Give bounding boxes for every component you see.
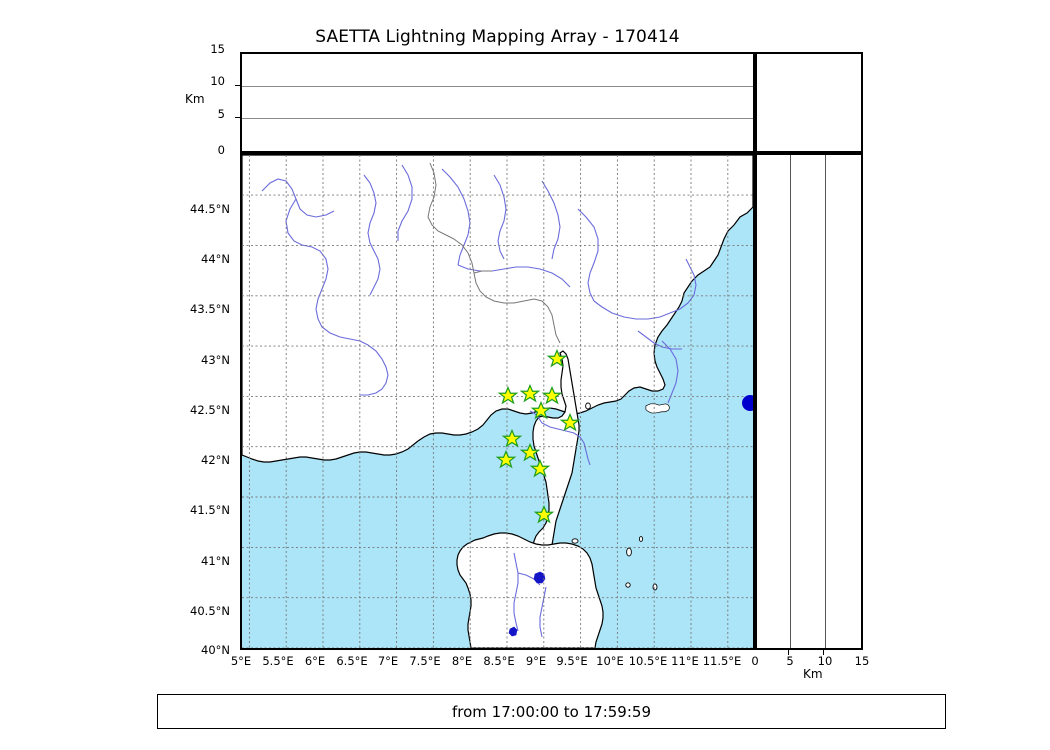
lma-station-markers (495, 348, 581, 524)
map-lat-tick-42: 42°N (201, 453, 230, 467)
top-panel-tickmark-5 (235, 117, 240, 118)
station-star (497, 385, 519, 405)
source-point (742, 395, 753, 411)
map-lat-tick-43.5: 43.5°N (190, 302, 230, 316)
time-range-text: from 17:00:00 to 17:59:59 (451, 702, 651, 721)
map-lat-tick-40.5: 40.5°N (190, 604, 230, 618)
right-panel-tickmark-10 (823, 650, 824, 655)
river-rhone (285, 198, 361, 342)
right-panel-tickmark-5 (788, 650, 789, 655)
map-lat-tick-42.5: 42.5°N (190, 403, 230, 417)
island-pianosa (625, 582, 631, 588)
border-branch-1 (473, 270, 492, 274)
top-panel-ytick-10: 10 (210, 74, 225, 88)
island-elba (645, 403, 671, 414)
map-lon-tick-5.5: 5.5°E (262, 654, 294, 668)
river-ticino (493, 174, 507, 260)
station-star (546, 348, 568, 368)
river-durance (359, 340, 389, 396)
right-height-panel (755, 153, 863, 650)
river-coghinas-sardinia (539, 586, 547, 638)
map-lat-tick-44: 44°N (201, 252, 230, 266)
top-panel-gridline-10 (242, 86, 753, 87)
map-lon-tick-7.5: 7.5°E (409, 654, 441, 668)
station-star (495, 449, 517, 469)
river-golo-corsica (541, 422, 591, 466)
map-lon-tick-8.5: 8.5°E (483, 654, 515, 668)
top-panel-ytick-5: 5 (217, 107, 225, 121)
map-lon-tick-10: 10°E (596, 654, 624, 668)
map-lon-tick-7: 7°E (377, 654, 399, 668)
map-lon-tick-8: 8°E (451, 654, 473, 668)
map-panel[interactable] (240, 153, 755, 650)
top-height-panel (240, 52, 755, 153)
top-panel-ytick-0: 0 (217, 143, 225, 157)
map-lon-tick-10.5: 10.5°E (628, 654, 668, 668)
river-po-upper (441, 168, 471, 266)
source-markers (742, 395, 753, 411)
station-star (541, 385, 563, 405)
map-lon-tick-6.5: 6.5°E (336, 654, 368, 668)
right-panel-xtick-10: 10 (817, 654, 833, 668)
map-lat-tick-41.5: 41.5°N (190, 503, 230, 517)
map-lat-tick-40: 40°N (201, 643, 230, 657)
island-capraia (626, 547, 632, 557)
station-star (519, 442, 541, 462)
river-saone (397, 164, 413, 241)
island-gorgona (638, 536, 644, 542)
top-panel-tickmark-10 (235, 85, 240, 86)
top-panel-ytick-15: 15 (210, 42, 225, 56)
island-montecristo (652, 583, 658, 591)
station-star (530, 400, 552, 420)
border-france-italy (427, 162, 561, 344)
river-arno-upper (577, 208, 599, 302)
right-panel-xtick-0: 0 (751, 654, 759, 668)
top-panel-gridline-5 (242, 118, 753, 119)
right-panel-axis-label: Km (803, 667, 823, 681)
map-lon-tick-11.5: 11.5°E (702, 654, 742, 668)
island-maddalena (571, 538, 579, 544)
river-tributary-e (637, 330, 682, 350)
page-title: SAETTA Lightning Mapping Array - 170414 (315, 27, 680, 47)
island-small-east-corsica (585, 402, 591, 410)
right-panel-gridline-5 (790, 155, 791, 648)
landmass-sardinia (456, 532, 604, 648)
right-panel-xtick-15: 15 (854, 654, 870, 668)
map-lon-tick-5: 5°E (230, 654, 252, 668)
map-lat-tick-41: 41°N (201, 554, 230, 568)
right-panel-xtick-5: 5 (786, 654, 794, 668)
map-lon-tick-9: 9°E (525, 654, 547, 668)
borders-layer (427, 162, 561, 344)
rivers-layer (261, 164, 697, 638)
river-arno (593, 300, 671, 320)
map-gridlines (242, 155, 753, 648)
lake-omodeo (533, 571, 546, 584)
river-tirso-sardinia (513, 552, 519, 632)
time-range-box: from 17:00:00 to 17:59:59 (157, 694, 946, 729)
map-svg (242, 155, 753, 648)
station-star (519, 383, 541, 403)
river-adige-tributary (541, 180, 561, 260)
map-lon-tick-9.5: 9.5°E (556, 654, 588, 668)
map-lon-tick-6: 6°E (304, 654, 326, 668)
right-panel-gridline-10 (825, 155, 826, 648)
map-lon-tick-11: 11°E (671, 654, 699, 668)
station-star (533, 504, 555, 524)
station-star (529, 458, 551, 478)
station-star (559, 412, 581, 432)
lake-sardinia-south (508, 626, 518, 637)
map-lat-tick-43: 43°N (201, 353, 230, 367)
river-po (457, 264, 571, 288)
top-panel-axis-label: Km (185, 92, 205, 106)
map-lat-tick-44.5: 44.5°N (190, 202, 230, 216)
corner-panel (755, 52, 863, 153)
station-star (501, 428, 523, 448)
